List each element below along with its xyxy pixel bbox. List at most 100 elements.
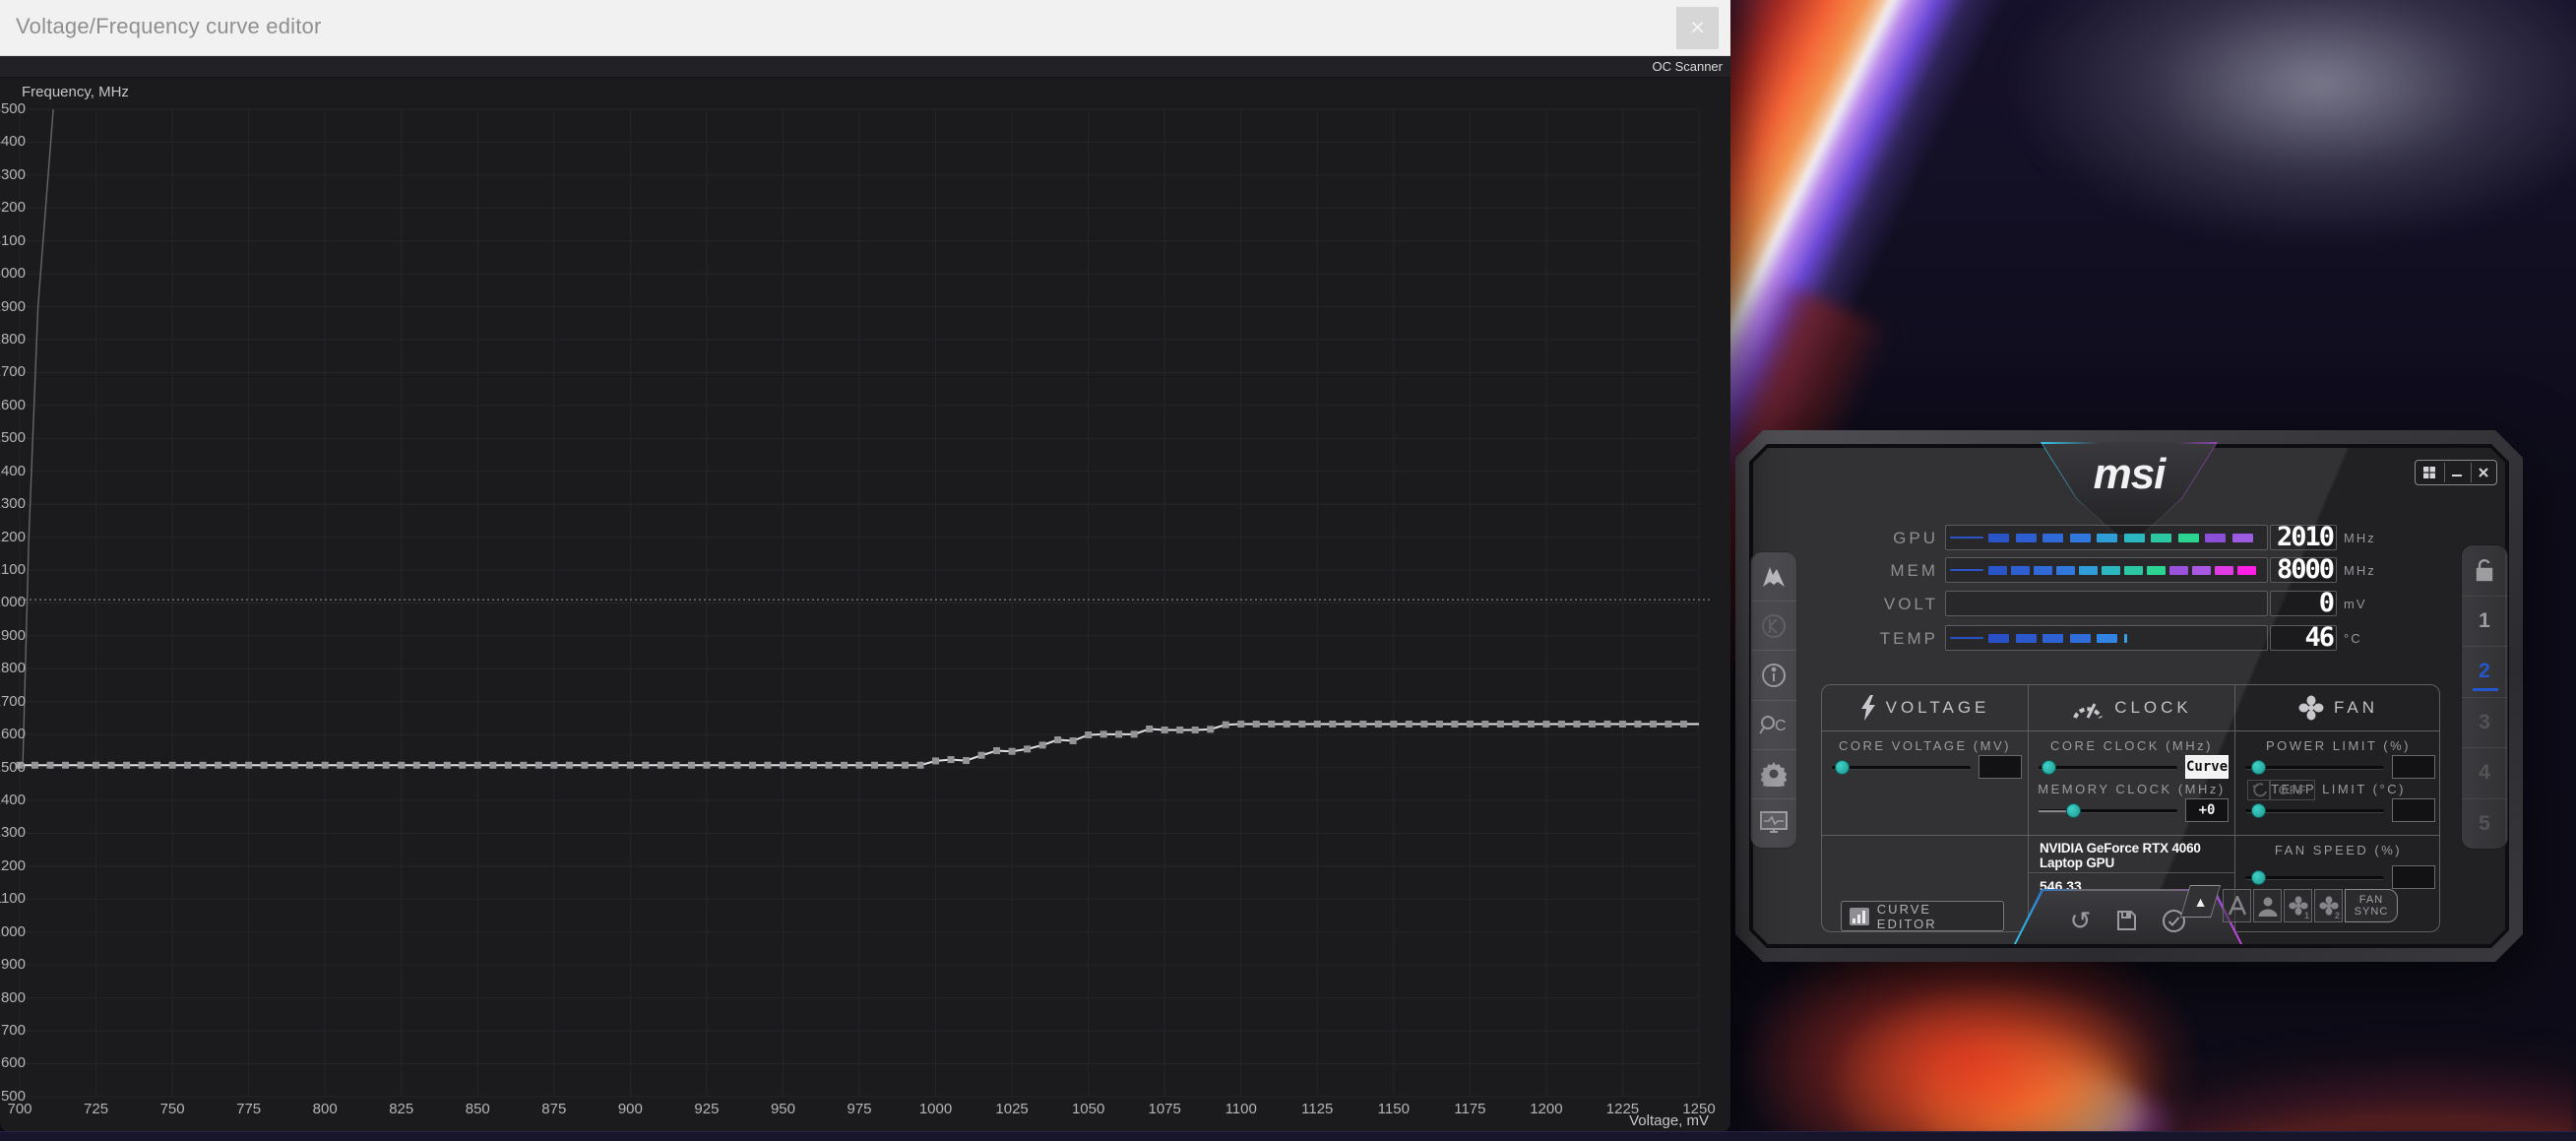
- curve-point[interactable]: [1618, 720, 1626, 728]
- curve-point[interactable]: [1649, 720, 1657, 728]
- slider[interactable]: [1832, 760, 1971, 775]
- curve-point[interactable]: [1146, 725, 1154, 732]
- curve-point[interactable]: [260, 761, 268, 769]
- curve-point[interactable]: [534, 761, 542, 769]
- curve-point[interactable]: [321, 761, 329, 769]
- curve-point[interactable]: [1374, 720, 1382, 728]
- curve-point[interactable]: [1588, 720, 1596, 728]
- close-button[interactable]: [2471, 463, 2494, 482]
- curve-point[interactable]: [1481, 720, 1489, 728]
- slider-knob[interactable]: [2250, 803, 2266, 818]
- curve-point[interactable]: [215, 761, 222, 769]
- taskbar-sliver[interactable]: [0, 1131, 2576, 1141]
- curve-point[interactable]: [504, 761, 512, 769]
- curve-point[interactable]: [473, 761, 481, 769]
- titlebar[interactable]: Voltage/Frequency curve editor ×: [0, 0, 1730, 56]
- curve-point[interactable]: [1024, 745, 1032, 753]
- auto-fan-off-widget[interactable]: OFF: [2247, 780, 2315, 800]
- unlock-icon[interactable]: [2462, 545, 2507, 596]
- curve-point[interactable]: [977, 751, 985, 759]
- curve-point[interactable]: [154, 761, 161, 769]
- windows-menu-button[interactable]: [2418, 463, 2441, 482]
- kombustor-icon[interactable]: [1751, 601, 1796, 650]
- curve-point[interactable]: [748, 761, 756, 769]
- curve-point[interactable]: [886, 761, 894, 769]
- apply-icon[interactable]: [2162, 909, 2186, 933]
- curve-point[interactable]: [428, 761, 436, 769]
- curve-point[interactable]: [107, 761, 115, 769]
- profile-slot-4[interactable]: 4: [2462, 747, 2507, 798]
- info-icon[interactable]: [1751, 650, 1796, 699]
- curve-point[interactable]: [123, 761, 131, 769]
- control-value-box[interactable]: [1979, 755, 2022, 779]
- curve-point[interactable]: [1161, 726, 1168, 733]
- curve-point[interactable]: [871, 761, 879, 769]
- curve-point[interactable]: [1069, 737, 1077, 745]
- curve-point[interactable]: [1191, 726, 1199, 733]
- profile-slot-2[interactable]: 2: [2462, 646, 2507, 697]
- curve-point[interactable]: [382, 761, 390, 769]
- curve-point[interactable]: [168, 761, 176, 769]
- fan-sync-button[interactable]: FAN SYNC: [2345, 889, 2398, 922]
- curve-point[interactable]: [916, 761, 924, 769]
- curve-point[interactable]: [367, 761, 375, 769]
- hardware-monitor-icon[interactable]: [1751, 797, 1796, 848]
- fan-speed-slider[interactable]: [2245, 870, 2384, 885]
- curve-point[interactable]: [687, 761, 695, 769]
- save-icon[interactable]: [2114, 909, 2138, 932]
- profile-slot-5[interactable]: 5: [2462, 797, 2507, 850]
- curve-point[interactable]: [626, 761, 634, 769]
- user-profile-button[interactable]: [2253, 889, 2282, 922]
- curve-point[interactable]: [1085, 731, 1093, 739]
- curve-point[interactable]: [657, 761, 664, 769]
- curve-point[interactable]: [596, 761, 603, 769]
- fan-speed-value-box[interactable]: [2392, 865, 2435, 889]
- curve-point[interactable]: [77, 761, 85, 769]
- curve-point[interactable]: [184, 761, 192, 769]
- slider-knob[interactable]: [2250, 760, 2266, 775]
- control-value-box[interactable]: [2392, 755, 2435, 779]
- curve-point[interactable]: [1038, 741, 1046, 749]
- oc-scanner-button[interactable]: OC Scanner: [1652, 59, 1723, 74]
- curve-point[interactable]: [1496, 720, 1504, 728]
- curve-point[interactable]: [459, 761, 467, 769]
- curve-point[interactable]: [489, 761, 497, 769]
- auto-profile-button[interactable]: [2223, 889, 2251, 922]
- msi-dragon-icon[interactable]: [1751, 552, 1796, 601]
- curve-point[interactable]: [276, 761, 283, 769]
- minimize-button[interactable]: [2444, 463, 2468, 482]
- slider-knob[interactable]: [2041, 760, 2056, 775]
- curve-point[interactable]: [412, 761, 420, 769]
- curve-point[interactable]: [581, 761, 589, 769]
- slider-knob[interactable]: [2066, 803, 2082, 818]
- curve-point[interactable]: [351, 761, 359, 769]
- curve-point[interactable]: [138, 761, 146, 769]
- curve-point[interactable]: [306, 761, 314, 769]
- curve-point[interactable]: [337, 761, 345, 769]
- curve-point[interactable]: [1557, 720, 1565, 728]
- curve-point[interactable]: [1390, 720, 1398, 728]
- curve-point[interactable]: [1054, 736, 1062, 744]
- profile-slot-3[interactable]: 3: [2462, 696, 2507, 748]
- curve-point[interactable]: [1679, 720, 1687, 728]
- slider[interactable]: [2039, 760, 2177, 775]
- curve-point[interactable]: [1634, 720, 1642, 728]
- curve-point[interactable]: [1405, 720, 1413, 728]
- slider[interactable]: [2039, 803, 2177, 818]
- curve-point[interactable]: [611, 761, 619, 769]
- curve-point[interactable]: [1451, 720, 1459, 728]
- control-value-box[interactable]: Curve: [2185, 755, 2229, 779]
- curve-point[interactable]: [550, 761, 558, 769]
- curve-point[interactable]: [1359, 720, 1367, 728]
- curve-point[interactable]: [229, 761, 237, 769]
- curve-point[interactable]: [642, 761, 650, 769]
- curve-point[interactable]: [1115, 730, 1123, 738]
- curve-point[interactable]: [932, 757, 940, 765]
- curve-point[interactable]: [809, 761, 817, 769]
- curve-editor-button[interactable]: CURVE EDITOR: [1841, 901, 2004, 931]
- curve-point[interactable]: [703, 761, 711, 769]
- curve-point[interactable]: [1344, 720, 1351, 728]
- curve-point[interactable]: [963, 757, 971, 765]
- curve-point[interactable]: [199, 761, 207, 769]
- fan-profile-2-button[interactable]: 2: [2314, 889, 2343, 922]
